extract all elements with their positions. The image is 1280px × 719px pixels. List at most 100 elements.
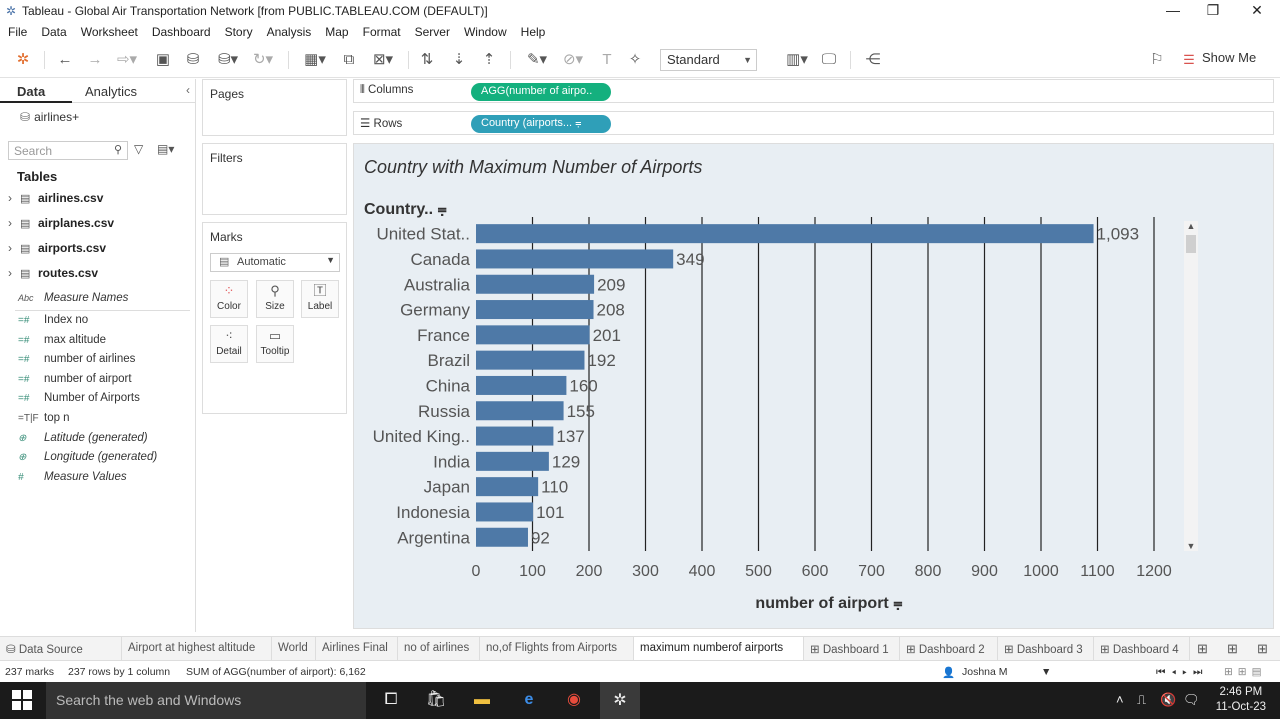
new-worksheet-icon[interactable]: ⊞ <box>1197 641 1208 656</box>
field-top-n[interactable]: =T|F top n <box>18 412 70 424</box>
menu-story[interactable]: Story <box>224 25 253 39</box>
tab-data-source[interactable]: ⛁ Data Source <box>0 637 122 661</box>
show-me-icon[interactable]: ☰ <box>1183 52 1195 67</box>
sheet-tab[interactable]: Airport at highest altitude <box>122 637 272 661</box>
edge-icon[interactable]: e <box>524 691 534 708</box>
field-measure-values[interactable]: # Measure Values <box>18 471 127 483</box>
menu-analysis[interactable]: Analysis <box>266 25 312 39</box>
tooltip-button[interactable]: ▭ Tooltip <box>256 325 294 363</box>
dashboard-tab[interactable]: ⊞ Dashboard 3 <box>998 637 1094 661</box>
network-icon[interactable]: ⎍ <box>1137 692 1147 707</box>
new-data-source-icon[interactable]: ⛁ <box>186 51 200 68</box>
vertical-scrollbar[interactable]: ▲ ▼ <box>1184 221 1198 551</box>
sheet-tab[interactable]: World <box>272 637 316 661</box>
presentation-mode-icon[interactable]: 🖵 <box>821 51 837 68</box>
filter-icon[interactable]: ▽ <box>134 142 144 156</box>
field-max-altitude[interactable]: =# max altitude <box>18 334 107 346</box>
share-icon[interactable]: ⋲ <box>865 51 881 68</box>
label-button[interactable]: 🅃 Label <box>301 280 339 318</box>
clear-sheet-icon[interactable]: ⊠▾ <box>372 51 394 68</box>
tableau-taskbar-icon[interactable]: ✲ <box>600 682 640 719</box>
sort-ascending-icon[interactable]: ⇣ <box>452 51 466 68</box>
duplicate-sheet-icon[interactable]: ⧉ <box>343 51 355 68</box>
menu-server[interactable]: Server <box>414 25 450 39</box>
user-select[interactable]: Joshna M <box>962 666 1008 678</box>
view-options-icon[interactable]: ▤▾ <box>157 142 175 156</box>
notifications-icon[interactable]: 🗨 <box>1183 692 1200 707</box>
mark-type-select[interactable]: ▤ Automatic ▼ <box>210 253 340 272</box>
redo-icon[interactable]: → <box>87 51 103 68</box>
size-button[interactable]: ⚲ Size <box>256 280 294 318</box>
menu-format[interactable]: Format <box>362 25 401 39</box>
view-toggle-icon[interactable]: ⊞⊞▤ <box>1224 666 1267 678</box>
rows-shelf[interactable]: ☰ Rows Country (airports... ⩦ <box>353 111 1274 135</box>
highlight-icon[interactable]: ✎▾ <box>526 51 548 68</box>
dashboard-tab[interactable]: ⊞ Dashboard 2 <box>900 637 998 661</box>
store-icon[interactable]: 🛍 <box>425 691 447 708</box>
sheet-nav-icon[interactable]: ⏮◂▸⏭ <box>1156 666 1209 678</box>
table-routes[interactable]: › ▤ routes.csv <box>8 266 99 280</box>
table-airlines[interactable]: › ▤ airlines.csv <box>8 191 104 205</box>
swap-rows-columns-icon[interactable]: ⇅ <box>420 51 434 68</box>
tableau-home-icon[interactable]: ✲ <box>16 51 30 68</box>
group-members-icon[interactable]: ⊘▾ <box>562 51 584 68</box>
field-number-of-airport[interactable]: =# number of airport <box>18 373 132 385</box>
field-number-of-airlines[interactable]: =# number of airlines <box>18 353 136 365</box>
dashboard-tab[interactable]: ⊞ Dashboard 1 <box>804 637 900 661</box>
undo-icon[interactable]: ← <box>57 51 73 68</box>
show-me-button[interactable]: Show Me <box>1202 50 1257 65</box>
columns-pill[interactable]: AGG(number of airpo.. <box>471 83 611 101</box>
sheet-tab[interactable]: Airlines Final <box>316 637 398 661</box>
table-airports[interactable]: › ▤ airports.csv <box>8 241 107 255</box>
taskbar-search-input[interactable]: Search the web and Windows <box>46 682 366 719</box>
pages-card[interactable]: Pages <box>202 79 347 136</box>
show-mark-labels-icon[interactable]: T <box>602 51 612 68</box>
show-cards-icon[interactable]: ▥▾ <box>786 51 808 68</box>
new-story-icon[interactable]: ⊞ <box>1257 641 1268 656</box>
chevron-up-icon[interactable]: ˄ <box>1116 692 1124 707</box>
menu-file[interactable]: File <box>8 25 28 39</box>
filters-card[interactable]: Filters <box>202 143 347 215</box>
new-worksheet-icon[interactable]: ▦▾ <box>304 51 326 68</box>
table-airplanes[interactable]: › ▤ airplanes.csv <box>8 216 115 230</box>
detail-button[interactable]: ⁖ Detail <box>210 325 248 363</box>
close-window-button[interactable]: ✕ <box>1251 2 1263 18</box>
windows-start-icon[interactable] <box>12 690 32 710</box>
chrome-icon[interactable]: ◉ <box>567 691 581 708</box>
field-measure-names[interactable]: Abc Measure Names <box>18 292 129 304</box>
menu-map[interactable]: Map <box>325 25 349 39</box>
sort-descending-icon[interactable]: ⇡ <box>482 51 496 68</box>
search-input[interactable]: Search ⚲ <box>8 141 128 160</box>
scroll-thumb[interactable] <box>1186 235 1196 253</box>
menu-worksheet[interactable]: Worksheet <box>80 25 138 39</box>
rows-pill[interactable]: Country (airports... ⩦ <box>471 115 611 133</box>
replay-icon[interactable]: ⇨▾ <box>116 51 138 68</box>
pause-updates-icon[interactable]: ⛁▾ <box>217 51 239 68</box>
refresh-icon[interactable]: ↻▾ <box>252 51 274 68</box>
field-number-of-airports[interactable]: =# Number of Airports <box>18 392 140 404</box>
minimize-button[interactable]: — <box>1166 2 1180 18</box>
field-latitude[interactable]: ⊕ Latitude (generated) <box>18 432 148 444</box>
save-icon[interactable]: ▣ <box>155 51 171 68</box>
clock[interactable]: 2:46 PM 11-Oct-23 <box>1216 685 1266 715</box>
sheet-tab[interactable]: no of airlines <box>398 637 480 661</box>
volume-icon[interactable]: 🔇 <box>1160 692 1177 707</box>
ask-data-icon[interactable]: ⚐ <box>1150 51 1164 68</box>
menu-data[interactable]: Data <box>41 25 67 39</box>
task-view-icon[interactable]: ⧠ <box>384 691 398 708</box>
new-dashboard-icon[interactable]: ⊞ <box>1227 641 1238 656</box>
fix-axes-icon[interactable]: ✧ <box>628 51 642 68</box>
columns-shelf[interactable]: ⫴ Columns AGG(number of airpo.. <box>353 79 1274 103</box>
restore-button[interactable]: ❐ <box>1206 2 1220 18</box>
sheet-tab[interactable]: no,of Flights from Airports <box>480 637 634 661</box>
tab-data[interactable]: Data <box>0 79 72 103</box>
field-longitude[interactable]: ⊕ Longitude (generated) <box>18 451 158 463</box>
field-index-no[interactable]: =# Index no <box>18 314 89 326</box>
chevron-down-icon[interactable]: ▼ <box>1041 666 1052 678</box>
collapse-pane-icon[interactable]: ‹ <box>186 83 190 97</box>
menu-help[interactable]: Help <box>520 25 546 39</box>
menu-dashboard[interactable]: Dashboard <box>151 25 211 39</box>
menu-window[interactable]: Window <box>463 25 507 39</box>
color-button[interactable]: ⁘ Color <box>210 280 248 318</box>
tab-analytics[interactable]: Analytics ‹ <box>72 79 196 103</box>
